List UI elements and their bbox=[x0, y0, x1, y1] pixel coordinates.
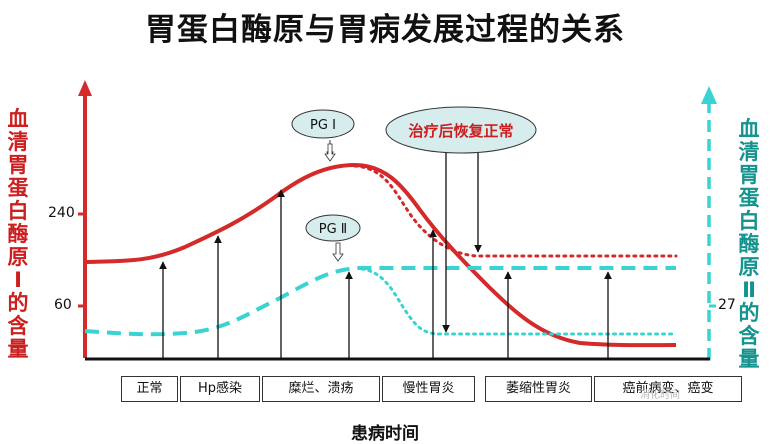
stage-atrophic-gastritis: 萎缩性胃炎 bbox=[485, 376, 592, 402]
right-tick-27: 27 bbox=[718, 297, 736, 313]
pg2-bubble-label: PG Ⅱ bbox=[319, 222, 347, 237]
recovery-bubble-label: 治疗后恢复正常 bbox=[408, 122, 513, 140]
pg2-recovery-curve bbox=[360, 267, 678, 336]
recovery-bubble: 治疗后恢复正常 bbox=[385, 106, 537, 154]
stage-erosion-ulcer: 糜烂、溃疡 bbox=[262, 376, 380, 402]
left-axis bbox=[78, 80, 92, 358]
stage-normal: 正常 bbox=[121, 376, 178, 402]
left-tick-240: 240 bbox=[48, 205, 75, 221]
recovery-arrows bbox=[442, 148, 482, 333]
right-axis bbox=[701, 86, 717, 360]
pg2-curve bbox=[84, 266, 676, 337]
pg2-bubble: PG Ⅱ bbox=[305, 214, 361, 262]
stage-precancer-cancer: 癌前病变、癌变 bbox=[594, 376, 742, 402]
watermark: 消化时间 bbox=[640, 390, 680, 401]
pg1-bubble-label: PG Ⅰ bbox=[310, 118, 336, 133]
pg1-recovery-curve bbox=[353, 164, 678, 258]
pg1-bubble: PG Ⅰ bbox=[291, 109, 355, 162]
stage-chronic-gastritis: 慢性胃炎 bbox=[382, 376, 475, 402]
measurement-arrows bbox=[159, 189, 612, 358]
stage-hp-infection: Hp感染 bbox=[180, 376, 260, 402]
page-title: 胃蛋白酶原与胃病发展过程的关系 bbox=[145, 12, 625, 48]
pg1-curve bbox=[84, 162, 677, 348]
x-axis-label: 患病时间 bbox=[351, 424, 419, 444]
left-tick-60: 60 bbox=[54, 297, 72, 313]
